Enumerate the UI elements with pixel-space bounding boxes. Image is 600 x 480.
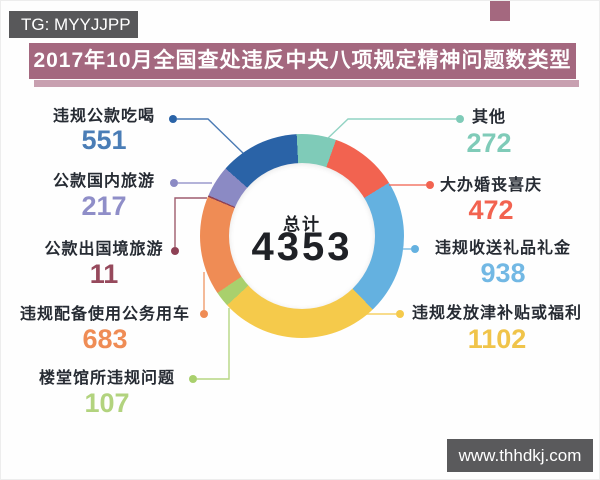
leader-shousong-lipin (403, 245, 419, 253)
label-loutang-guansuo: 楼堂馆所违规问题 (38, 370, 175, 387)
label-gongkuan-chuguojing-lvyou: 公款出国境旅游 (44, 241, 164, 258)
value-weigui-gongkuan-chihe: 551 (81, 125, 127, 155)
donut-center-label: 总计 (283, 215, 321, 234)
leader-gongwu-yongche (200, 272, 208, 318)
label-weigui-gongkuan-chihe: 违规公款吃喝 (52, 108, 155, 125)
value-shousong-lipin: 938 (480, 258, 526, 288)
chart-title: 2017年10月全国查处违反中央八项规定精神问题数类型 (29, 43, 576, 79)
label-gongkuan-guonei-lvyou: 公款国内旅游 (52, 173, 155, 190)
value-loutang-guansuo: 107 (84, 388, 130, 418)
site-watermark-badge: www.thhdkj.com (447, 439, 593, 472)
label-daban-hunsang: 大办婚丧喜庆 (439, 177, 542, 194)
tg-watermark-badge: TG: MYYJJPP (9, 11, 138, 38)
value-gongkuan-guonei-lvyou: 217 (81, 191, 127, 221)
value-jinbutie-fuli: 1102 (467, 324, 527, 354)
value-qita: 272 (466, 128, 512, 158)
value-gongwu-yongche: 683 (82, 324, 128, 354)
label-shousong-lipin: 违规收送礼品礼金 (434, 240, 571, 257)
donut-hole (229, 163, 375, 309)
title-underline-strip (34, 80, 579, 87)
decor-ribbon-fragment (490, 1, 510, 21)
donut-center-total: 4353 (251, 225, 353, 269)
value-gongkuan-chuguojing-lvyou: 11 (89, 259, 119, 289)
label-jinbutie-fuli: 违规发放津补贴或福利 (411, 305, 582, 322)
label-gongwu-yongche: 违规配备使用公务用车 (19, 306, 190, 323)
leader-weigui-gongkuan-chihe (169, 115, 245, 155)
value-daban-hunsang: 472 (468, 195, 514, 225)
leader-gongkuan-guonei-lvyou (170, 179, 212, 187)
label-qita: 其他 (471, 109, 506, 126)
